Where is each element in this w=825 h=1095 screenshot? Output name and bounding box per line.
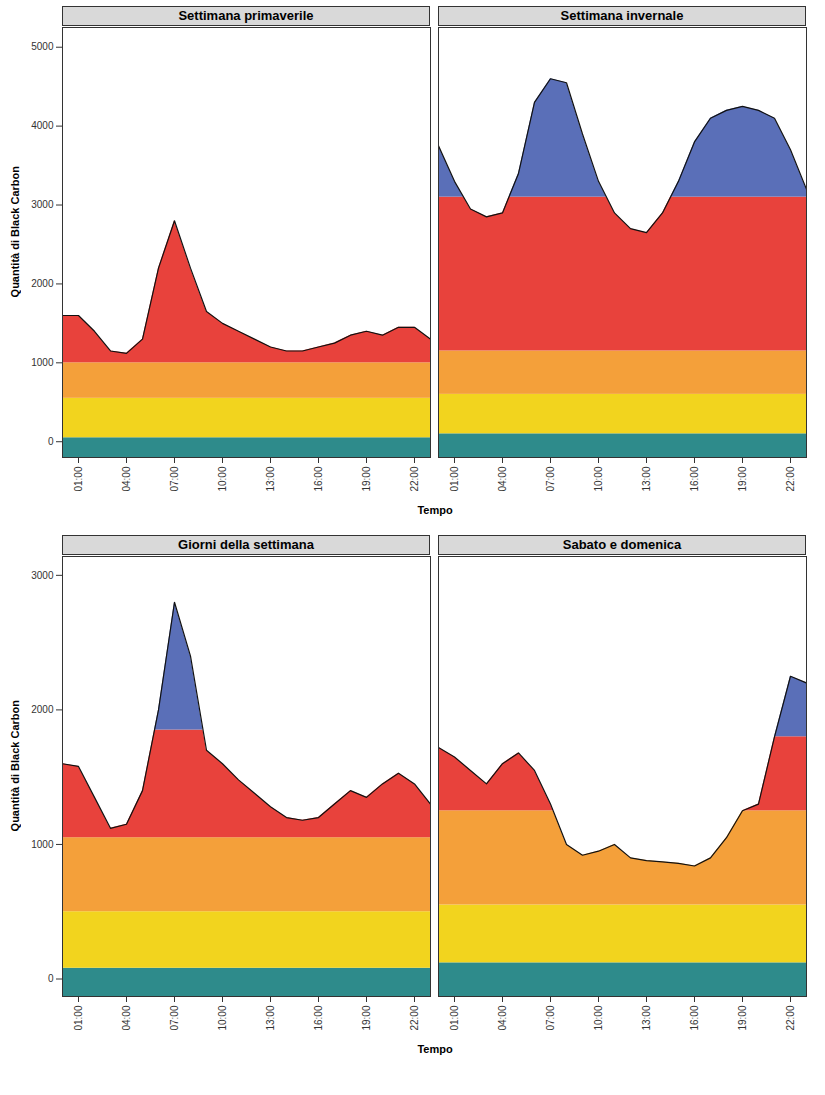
svg-text:04:00: 04:00 — [121, 466, 132, 491]
svg-text:01:00: 01:00 — [73, 1005, 84, 1030]
html-text:Quantità di Black Carbon: Quantità di Black Carbon — [9, 165, 21, 298]
svg-text:0: 0 — [48, 973, 54, 984]
svg-text:07:00: 07:00 — [545, 466, 556, 491]
svg-text:19:00: 19:00 — [737, 466, 748, 491]
svg-text:5000: 5000 — [31, 41, 54, 52]
svg-text:0: 0 — [48, 436, 54, 447]
svg-text:13:00: 13:00 — [265, 1005, 276, 1030]
svg-text:16:00: 16:00 — [689, 466, 700, 491]
svg-text:04:00: 04:00 — [497, 466, 508, 491]
svg-text:2000: 2000 — [31, 704, 54, 715]
svg-text:1000: 1000 — [31, 357, 54, 368]
svg-text:13:00: 13:00 — [265, 466, 276, 491]
svg-text:04:00: 04:00 — [121, 1005, 132, 1030]
svg-text:01:00: 01:00 — [449, 1005, 460, 1030]
html-text:Settimana primaverile: Settimana primaverile — [178, 8, 314, 23]
svg-text:19:00: 19:00 — [737, 1005, 748, 1030]
html-text:Giorni della settimana: Giorni della settimana — [178, 537, 314, 552]
svg-text:22:00: 22:00 — [409, 1005, 420, 1030]
svg-text:07:00: 07:00 — [169, 1005, 180, 1030]
svg-text:10:00: 10:00 — [593, 466, 604, 491]
svg-text:10:00: 10:00 — [217, 466, 228, 491]
html-text:Settimana invernale: Settimana invernale — [560, 8, 684, 23]
html-text:Tempo: Tempo — [417, 504, 453, 516]
svg-text:22:00: 22:00 — [785, 1005, 796, 1030]
svg-text:01:00: 01:00 — [449, 466, 460, 491]
svg-text:2000: 2000 — [31, 278, 54, 289]
svg-text:01:00: 01:00 — [73, 466, 84, 491]
svg-text:13:00: 13:00 — [641, 466, 652, 491]
svg-text:04:00: 04:00 — [497, 1005, 508, 1030]
svg-text:1000: 1000 — [31, 839, 54, 850]
html-text:Sabato e domenica: Sabato e domenica — [562, 537, 682, 552]
svg-text:16:00: 16:00 — [689, 1005, 700, 1030]
svg-text:07:00: 07:00 — [169, 466, 180, 491]
svg-text:10:00: 10:00 — [593, 1005, 604, 1030]
svg-text:07:00: 07:00 — [545, 1005, 556, 1030]
svg-text:22:00: 22:00 — [785, 466, 796, 491]
svg-text:22:00: 22:00 — [409, 466, 420, 491]
svg-text:16:00: 16:00 — [313, 1005, 324, 1030]
svg-text:16:00: 16:00 — [313, 466, 324, 491]
svg-text:3000: 3000 — [31, 199, 54, 210]
svg-text:19:00: 19:00 — [361, 1005, 372, 1030]
svg-text:4000: 4000 — [31, 120, 54, 131]
svg-text:3000: 3000 — [31, 570, 54, 581]
html-text:Tempo: Tempo — [417, 1043, 453, 1055]
svg-text:10:00: 10:00 — [217, 1005, 228, 1030]
html-text:Quantità di Black Carbon: Quantità di Black Carbon — [9, 699, 21, 832]
svg-text:13:00: 13:00 — [641, 1005, 652, 1030]
svg-text:19:00: 19:00 — [361, 466, 372, 491]
